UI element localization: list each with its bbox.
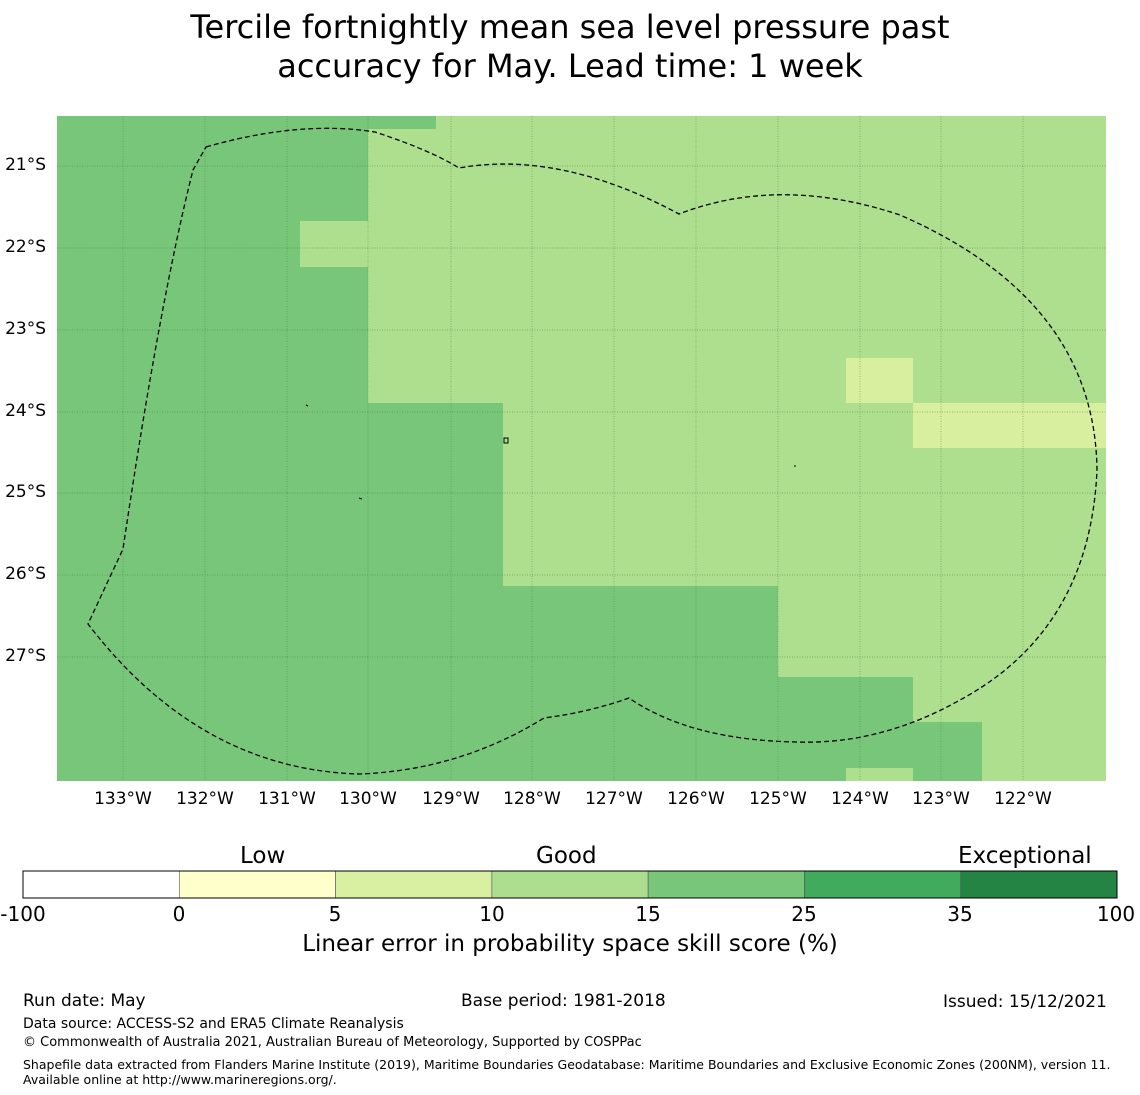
copyright: © Commonwealth of Australia 2021, Austra… (23, 1035, 642, 1050)
colorbar-segment (647, 870, 805, 899)
title-line-1: Tercile fortnightly mean sea level press… (190, 8, 950, 46)
islands (305, 404, 796, 500)
cell-good-southeast (778, 586, 1106, 677)
issued-date: Issued: 15/12/2021 (943, 992, 1107, 1012)
data-source: Data source: ACCESS-S2 and ERA5 Climate … (23, 1016, 404, 1032)
cell-low-2 (913, 403, 1106, 448)
colorbar-segment (22, 870, 180, 899)
cell-good-east (368, 129, 1106, 403)
cell-good-se-strip (913, 677, 1106, 722)
colorbar-tick: 35 (947, 902, 973, 926)
colorbar-segment (335, 870, 493, 899)
lon-label: 129°W (422, 789, 480, 809)
cell-good-small-w (300, 221, 368, 267)
lon-label: 123°W (912, 789, 970, 809)
colorbar-category-low: Low (240, 843, 286, 869)
cell-low-1 (846, 358, 913, 403)
colorbar-frame (22, 870, 1118, 899)
lat-label: 25°S (5, 482, 46, 502)
title-line-2: accuracy for May. Lead time: 1 week (277, 47, 863, 85)
lon-label: 130°W (339, 789, 397, 809)
run-date: Run date: May (23, 991, 146, 1011)
lon-label: 133°W (94, 789, 152, 809)
cell-good-small-s (846, 768, 913, 781)
lat-label: 22°S (5, 237, 46, 257)
lon-label: 126°W (667, 789, 725, 809)
colorbar-tick: 25 (791, 902, 817, 926)
lon-label: 127°W (585, 789, 643, 809)
skill-map (57, 116, 1106, 781)
lon-label: 132°W (176, 789, 234, 809)
lon-label: 122°W (994, 789, 1052, 809)
colorbar-segments (22, 870, 1118, 899)
colorbar-tick: 0 (172, 902, 186, 926)
colorbar-label: Linear error in probability space skill … (302, 931, 838, 957)
colorbar-segment (804, 870, 962, 899)
lat-label: 26°S (5, 564, 46, 584)
colorbar-segment (178, 870, 336, 899)
colorbar-category-good: Good (536, 843, 597, 869)
lon-label: 131°W (258, 789, 316, 809)
skill-cells (57, 116, 1106, 781)
colorbar-tick: 5 (328, 902, 342, 926)
map-title: Tercile fortnightly mean sea level press… (0, 8, 1140, 86)
colorbar (22, 870, 1118, 899)
base-period: Base period: 1981-2018 (461, 991, 666, 1011)
colorbar-tick: 100 (1096, 902, 1136, 926)
lat-label: 21°S (5, 155, 46, 175)
lon-label: 124°W (831, 789, 889, 809)
cell-good-top-strip (436, 116, 1106, 129)
colorbar-tick: 10 (479, 902, 505, 926)
lat-label: 23°S (5, 319, 46, 339)
colorbar-segment (960, 870, 1118, 899)
colorbar-category-exceptional: Exceptional (958, 843, 1092, 869)
colorbar-segment (491, 870, 649, 899)
lon-label: 125°W (749, 789, 807, 809)
cell-good-se-corner (982, 722, 1106, 781)
eez-boundary (87, 127, 1098, 775)
shapefile-note: Shapefile data extracted from Flanders M… (23, 1057, 1111, 1087)
colorbar-tick: 15 (635, 902, 661, 926)
lat-label: 24°S (5, 401, 46, 421)
lon-label: 128°W (503, 789, 561, 809)
lat-label: 27°S (5, 646, 46, 666)
graticule (57, 116, 1106, 781)
colorbar-tick: -100 (0, 902, 46, 926)
